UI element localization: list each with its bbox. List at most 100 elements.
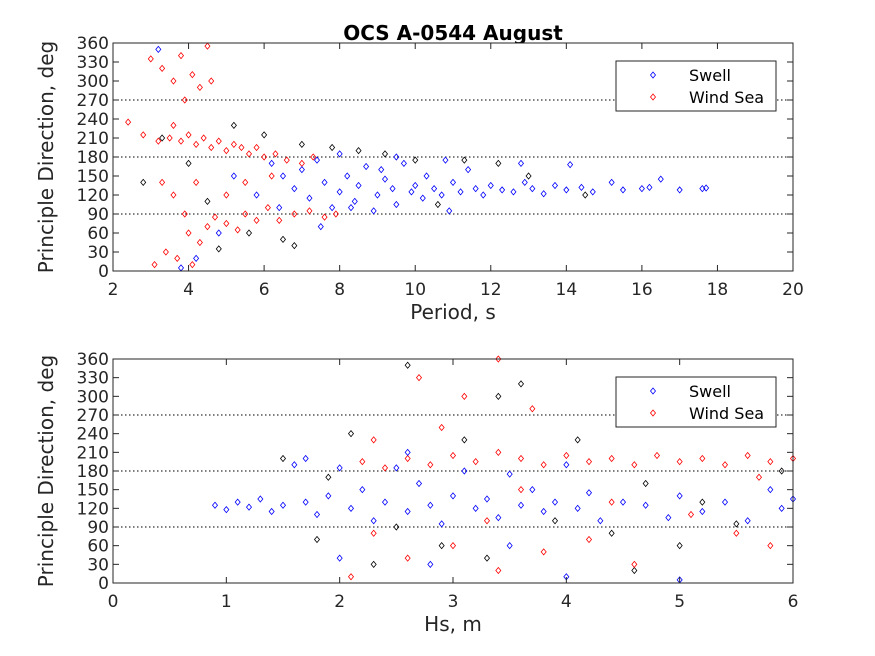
point-wind-sea [200,134,207,142]
point-wind-sea [585,458,593,466]
x-tick-label: 6 [259,280,270,300]
plot-1: 2 4 6 8 10 12 14 16 18 20 030609012015018021024027… [34,34,804,324]
point-swell [431,185,438,193]
point-swell [412,181,419,190]
point-swell [223,505,230,514]
point-swell [506,470,513,478]
point-wind-sea [733,529,740,537]
point-wind-sea [204,223,211,231]
point-swell [438,191,445,199]
x-tick-label: 18 [707,280,729,300]
point-swell [465,166,472,174]
point-other [291,242,298,250]
point-wind-sea [174,254,181,262]
y-tick-label: 120 [77,499,109,519]
point-swell [578,183,585,192]
point-wind-sea [310,153,317,161]
point-wind-sea [699,454,706,463]
legend-marker-icon [649,71,657,79]
x-tick-label: 6 [788,592,799,612]
point-wind-sea [170,121,177,129]
point-swell [540,507,547,516]
point-swell [521,178,528,186]
point-other [551,517,559,525]
point-wind-sea [177,52,185,60]
point-other [381,150,389,158]
point-swell [619,498,627,506]
point-swell [778,504,785,512]
point-swell [563,461,570,469]
y-tick-label: 330 [77,53,109,73]
point-wind-sea [155,137,162,145]
point-other [245,229,253,237]
point-wind-sea [631,461,638,469]
point-wind-sea [529,405,536,413]
point-other [325,473,332,481]
y-tick-label: 270 [77,91,109,111]
point-wind-sea [170,191,177,199]
y-tick-label: 270 [77,406,109,426]
point-swell [438,520,445,528]
x-axis-label: Period, s [410,300,496,324]
point-other [329,143,336,152]
legend-entry: Swell [689,382,731,401]
point-swell [291,185,298,193]
point-other [517,380,525,388]
point-swell [257,495,264,503]
point-wind-sea [495,566,502,575]
point-swell [155,45,162,53]
point-swell [268,507,275,516]
point-swell [355,181,362,190]
legend-entry: Wind Sea [689,88,764,107]
point-wind-sea [140,131,147,139]
point-swell [234,498,241,506]
legend-marker-icon [649,93,657,101]
point-other [495,159,502,167]
point-wind-sea [253,143,260,152]
y-tick-label: 150 [77,167,109,187]
point-wind-sea [166,134,173,142]
point-swell [325,492,332,500]
point-swell [699,507,706,516]
legend-marker-icon [649,387,657,395]
point-other [483,554,491,562]
point-wind-sea [370,436,377,444]
y-tick-label: 300 [77,72,109,92]
point-wind-sea [540,548,547,556]
point-wind-sea [563,451,570,460]
point-swell [574,504,581,512]
point-swell [461,467,468,475]
legend: Swell Wind Sea [615,376,777,428]
y-tick-label: 0 [98,262,109,282]
point-wind-sea [223,147,230,155]
point-wind-sea [242,210,249,218]
point-swell [419,194,426,202]
point-swell [347,504,355,512]
point-other [185,159,192,167]
point-swell [449,492,457,500]
point-swell [253,191,260,199]
point-wind-sea [517,454,525,463]
y-tick-label: 360 [77,350,109,370]
point-wind-sea [159,64,166,72]
point-other [631,566,638,575]
point-wind-sea [253,216,260,224]
point-wind-sea [193,140,200,148]
point-swell [317,223,324,231]
y-tick-label: 120 [77,186,109,206]
point-swell [472,504,479,512]
y-axis-label: Principle Direction, deg [34,355,58,587]
point-swell [393,153,400,161]
point-wind-sea [204,42,211,50]
point-other [525,172,532,180]
point-other [574,436,581,444]
point-wind-sea [767,458,774,466]
point-swell [370,207,377,215]
point-swell [449,178,457,186]
point-swell [268,159,275,167]
x-tick-label: 2 [108,280,119,300]
point-swell [423,172,430,180]
point-swell [646,183,653,192]
point-swell [336,188,343,196]
legend-box [615,376,777,428]
